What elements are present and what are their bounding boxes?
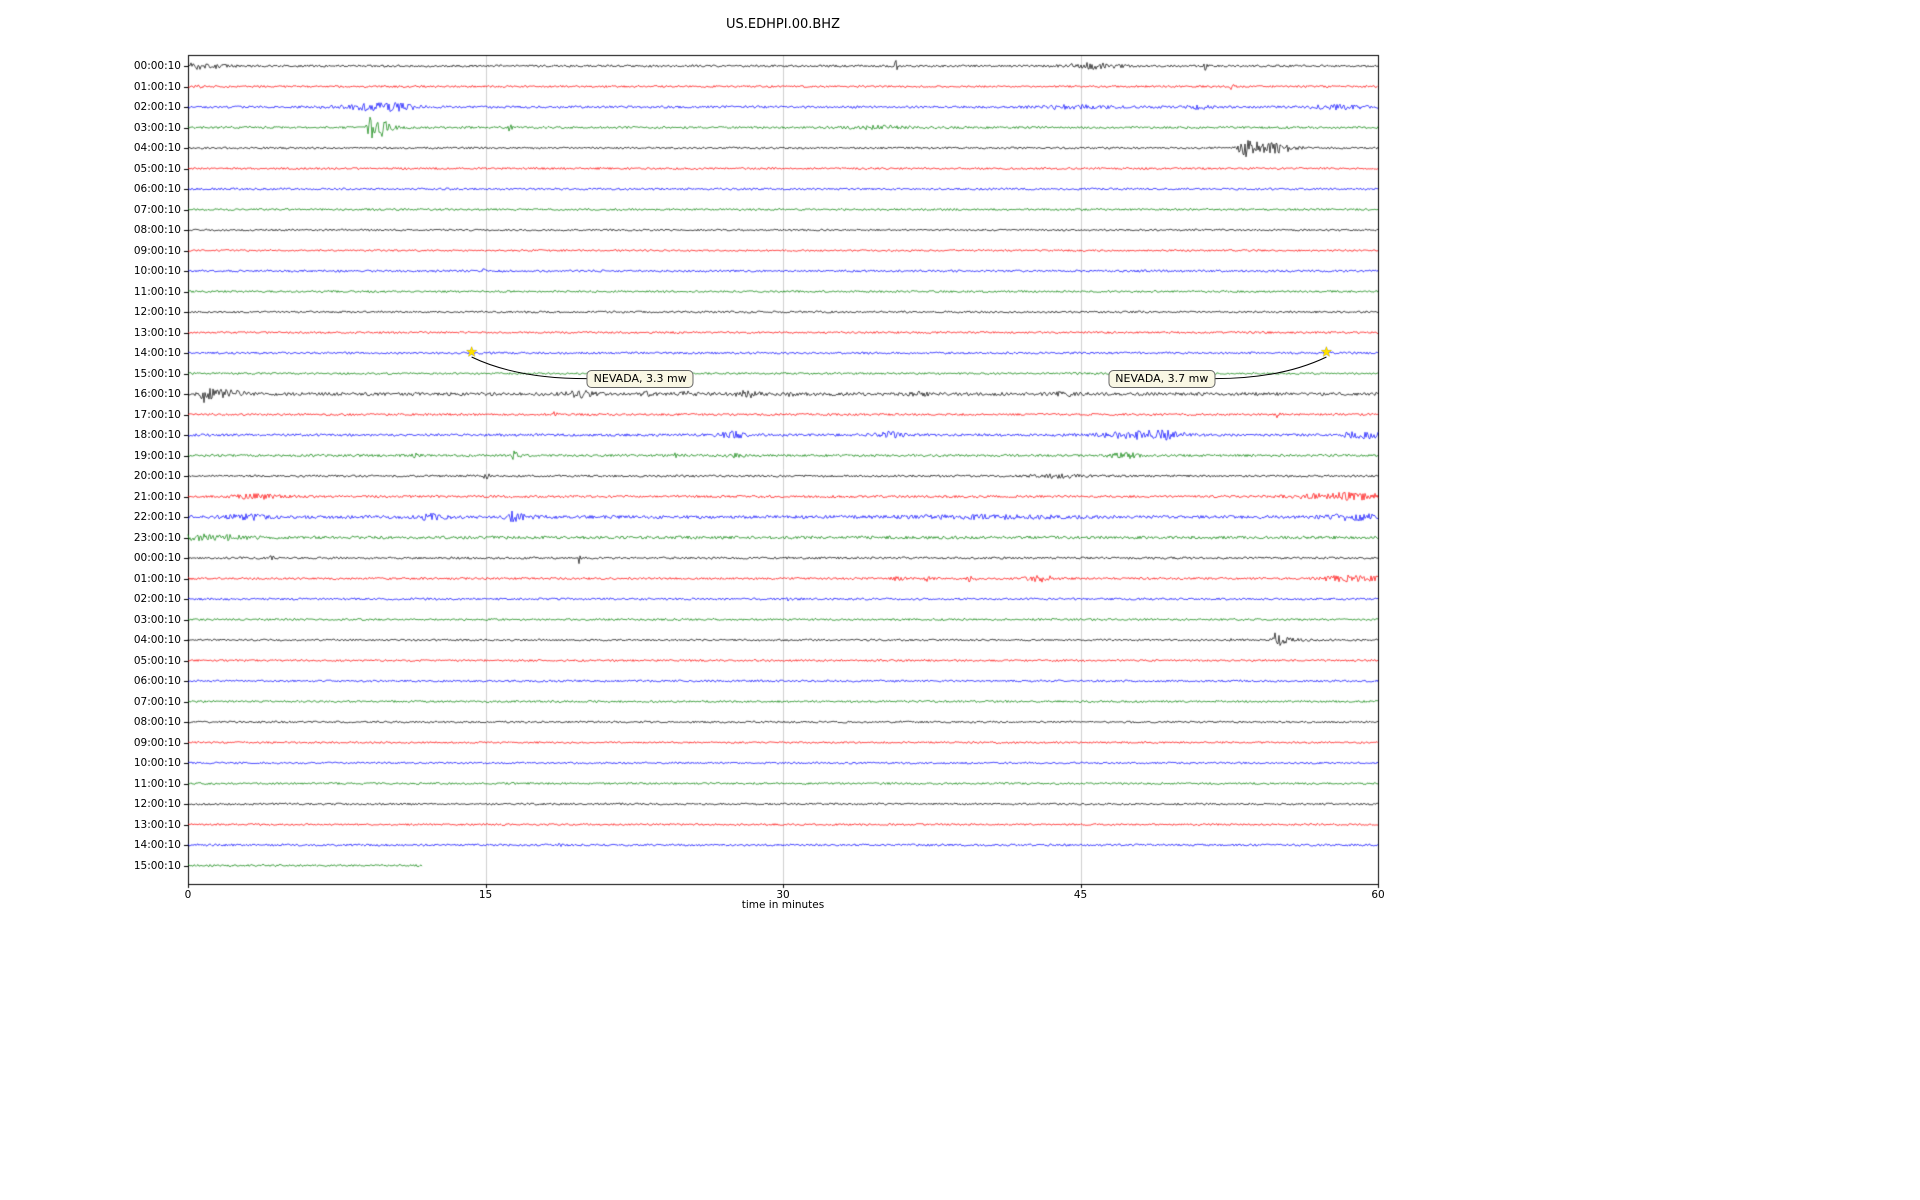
row-time-label: 06:00:10 <box>133 675 181 687</box>
row-time-label: 12:00:10 <box>133 798 181 810</box>
row-time-label: 04:00:10 <box>133 142 181 154</box>
row-time-label: 22:00:10 <box>133 511 181 523</box>
row-time-label: 11:00:10 <box>133 777 181 790</box>
row-time-label: 17:00:10 <box>133 408 181 421</box>
chart-title: US.EDHPI.00.BHZ <box>726 17 840 32</box>
row-time-label: 09:00:10 <box>133 244 181 257</box>
x-tick-label: 60 <box>1371 889 1385 901</box>
row-time-label: 11:00:10 <box>133 285 181 298</box>
event-star-icon-0: ★ <box>465 344 478 361</box>
row-time-label: 01:00:10 <box>133 80 181 93</box>
row-time-label: 21:00:10 <box>133 490 181 503</box>
row-time-label: 19:00:10 <box>133 449 181 462</box>
x-tick-label: 45 <box>1073 889 1088 901</box>
row-time-label: 12:00:10 <box>133 306 181 318</box>
row-time-label: 05:00:10 <box>133 162 181 175</box>
row-time-label: 01:00:10 <box>133 572 181 585</box>
row-time-label: 03:00:10 <box>133 121 181 134</box>
row-time-label: 16:00:10 <box>133 388 181 400</box>
x-tick-label: 30 <box>776 889 790 901</box>
row-time-label: 08:00:10 <box>133 716 181 728</box>
row-time-label: 04:00:10 <box>133 634 181 646</box>
row-time-label: 02:00:10 <box>133 593 181 605</box>
row-time-label: 14:00:10 <box>133 839 181 851</box>
row-time-label: 14:00:10 <box>133 347 181 359</box>
row-time-label: 08:00:10 <box>133 224 181 236</box>
row-time-label: 13:00:10 <box>133 326 181 339</box>
row-time-label: 20:00:10 <box>133 470 181 482</box>
event-annotation-0: NEVADA, 3.3 mw <box>586 369 694 388</box>
row-time-label: 10:00:10 <box>133 265 181 277</box>
row-time-label: 00:00:10 <box>133 552 181 564</box>
x-tick-label: 0 <box>184 889 192 901</box>
row-time-label: 00:00:10 <box>133 60 181 72</box>
row-time-label: 15:00:10 <box>133 367 181 380</box>
x-axis-label: time in minutes <box>741 899 825 911</box>
row-time-label: 23:00:10 <box>133 531 181 544</box>
row-time-label: 10:00:10 <box>133 757 181 769</box>
x-tick-label: 15 <box>478 889 493 901</box>
row-time-label: 02:00:10 <box>133 101 181 113</box>
row-time-label: 07:00:10 <box>133 203 181 216</box>
row-time-label: 15:00:10 <box>133 859 181 872</box>
row-time-label: 05:00:10 <box>133 654 181 667</box>
event-annotation-1: NEVADA, 3.7 mw <box>1108 369 1216 388</box>
row-time-label: 09:00:10 <box>133 736 181 749</box>
row-time-label: 13:00:10 <box>133 818 181 831</box>
row-time-label: 03:00:10 <box>133 613 181 626</box>
row-time-label: 18:00:10 <box>133 429 181 441</box>
row-time-label: 06:00:10 <box>133 183 181 195</box>
row-time-label: 07:00:10 <box>133 695 181 708</box>
event-star-icon-1: ★ <box>1320 344 1333 361</box>
